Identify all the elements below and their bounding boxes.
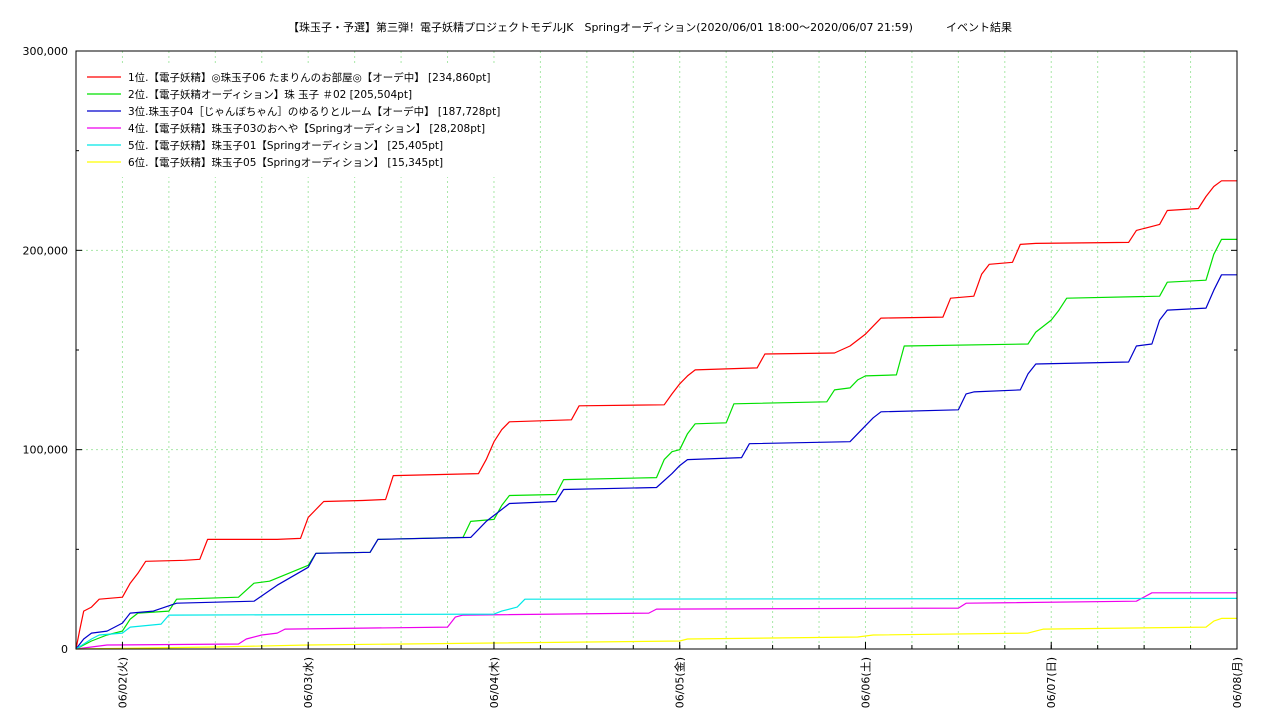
grid: [76, 51, 1237, 649]
x-tick-label: 06/07(日): [1045, 657, 1058, 708]
series-lines: [75, 180, 1238, 650]
x-tick-label: 06/03(水): [302, 657, 315, 708]
legend-entry-1: 1位.【電子妖精】◎珠玉子06 たまりんのお部屋◎【オーデ中】 [234,860…: [128, 71, 490, 84]
legend-entry-3: 3位.珠玉子04［じゃんぼちゃん］のゆるりとルーム【オーデ中】 [187,728…: [128, 105, 500, 118]
legend: 1位.【電子妖精】◎珠玉子06 たまりんのお部屋◎【オーデ中】 [234,860…: [80, 63, 520, 177]
chart-title: 【珠玉子・予選】第三弾！電子妖精プロジェクトモデルJK Springオーディショ…: [288, 20, 1012, 34]
legend-background: [80, 63, 520, 177]
series-line-1: [75, 180, 1237, 650]
series-line-2: [75, 238, 1237, 650]
series-line-3: [75, 274, 1237, 650]
series-line-6: [75, 617, 1237, 650]
x-tick-label: 06/02(火): [116, 657, 129, 708]
x-tick-label: 06/06(土): [859, 657, 872, 708]
legend-entry-2: 2位.【電子妖精オーディション】珠 玉子 ＃02 [205,504pt]: [128, 88, 412, 101]
series-line-4: [75, 592, 1237, 650]
legend-entry-4: 4位.【電子妖精】珠玉子03のおへや【Springオーディション】 [28,20…: [128, 122, 485, 135]
legend-entry-5: 5位.【電子妖精】珠玉子01【Springオーディション】 [25,405pt]: [128, 139, 443, 152]
y-tick-label: 100,000: [23, 444, 69, 457]
series-line-5: [75, 597, 1238, 650]
legend-entry-6: 6位.【電子妖精】珠玉子05【Springオーディション】 [15,345pt]: [128, 156, 443, 169]
y-tick-label: 0: [61, 643, 68, 656]
y-tick-label: 300,000: [23, 45, 69, 58]
x-tick-label: 06/05(金): [673, 657, 687, 708]
x-tick-label: 06/08(月): [1231, 657, 1244, 708]
x-tick-label: 06/04(木): [488, 657, 501, 708]
y-tick-label: 200,000: [23, 244, 69, 257]
axis-ticks: 0 100,000 200,000 300,000 06/02(火) 06/03(水) 06…: [23, 45, 1245, 708]
